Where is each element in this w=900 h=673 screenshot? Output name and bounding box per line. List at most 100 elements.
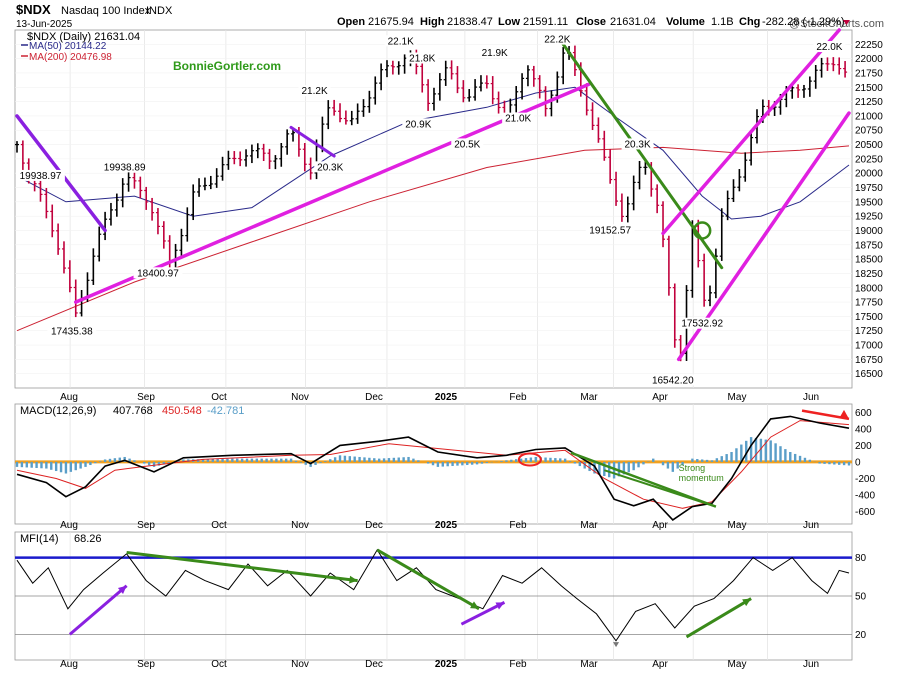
annotation-bg bbox=[502, 112, 535, 124]
price-bar bbox=[708, 285, 713, 307]
chg-label: Chg bbox=[739, 16, 760, 28]
macd-red-arrowhead bbox=[840, 409, 849, 419]
price-annotation: 17532.92 bbox=[681, 319, 723, 330]
price-bar bbox=[643, 161, 648, 175]
histogram-bar bbox=[456, 461, 459, 466]
price-bar bbox=[355, 103, 360, 124]
price-annotation: 20.5K bbox=[454, 139, 480, 150]
histogram-bar bbox=[54, 461, 58, 472]
down-trendline-green bbox=[559, 39, 724, 270]
histogram-bar bbox=[280, 458, 283, 462]
month-label: Nov bbox=[291, 659, 309, 670]
histogram-bar bbox=[661, 461, 665, 466]
price-bar bbox=[155, 208, 160, 235]
price-tick-label: 20750 bbox=[855, 126, 883, 137]
histogram-bar bbox=[20, 461, 24, 468]
mfi-arrow-down-1-head bbox=[349, 575, 358, 584]
histogram-bar bbox=[749, 437, 753, 462]
histogram-bar bbox=[79, 461, 82, 469]
price-bar bbox=[696, 219, 701, 268]
histogram-bar bbox=[324, 461, 327, 462]
price-tick-label: 21750 bbox=[855, 68, 883, 79]
price-bar bbox=[420, 61, 425, 93]
trendlines bbox=[15, 28, 851, 362]
low-label: Low bbox=[498, 16, 520, 28]
histogram-bar bbox=[436, 461, 440, 467]
price-legend: $NDX (Daily) 21631.04 MA(50) 20144.22 MA… bbox=[21, 31, 140, 63]
price-bar bbox=[608, 149, 613, 184]
mfi-tick-label: 20 bbox=[855, 630, 867, 641]
price-annotation: 22.2K bbox=[544, 35, 570, 46]
price-bar bbox=[531, 65, 536, 87]
price-bar bbox=[813, 64, 818, 89]
price-bar bbox=[719, 208, 724, 261]
price-annotation: 16542.20 bbox=[652, 375, 694, 386]
histogram-bar bbox=[705, 459, 709, 462]
histogram-bar bbox=[505, 460, 508, 462]
price-bar bbox=[473, 79, 478, 101]
histogram-bar bbox=[583, 461, 586, 469]
histogram-bar bbox=[759, 438, 763, 462]
price-bar bbox=[384, 60, 389, 78]
price-tick-label: 21500 bbox=[855, 83, 883, 94]
annotation-bg bbox=[133, 267, 183, 279]
histogram-bar bbox=[798, 455, 802, 462]
price-annotation: 18400.97 bbox=[137, 268, 179, 279]
price-bar bbox=[97, 226, 102, 262]
price-bar bbox=[443, 60, 448, 86]
macd-y-axis: 600 400 200 0 -200 -400 -600 bbox=[855, 408, 875, 518]
histogram-bar bbox=[45, 461, 48, 469]
month-label: Dec bbox=[365, 392, 383, 403]
histogram-bar bbox=[632, 461, 635, 471]
month-label: Sep bbox=[137, 392, 155, 403]
high-value: 21838.47 bbox=[447, 16, 493, 28]
price-tick-label: 17000 bbox=[855, 341, 883, 352]
histogram-bar bbox=[182, 459, 185, 462]
histogram-bar bbox=[177, 460, 180, 462]
price-bar bbox=[226, 150, 231, 170]
index-name: Nasdaq 100 Index bbox=[61, 5, 151, 17]
histogram-bar bbox=[715, 458, 719, 462]
annotation-bg bbox=[621, 138, 654, 150]
histogram-bar bbox=[568, 461, 572, 462]
month-label: Mar bbox=[580, 392, 598, 403]
histogram-bar bbox=[319, 461, 322, 464]
histogram-bar bbox=[299, 461, 303, 463]
histogram-bar bbox=[431, 461, 435, 466]
price-bar bbox=[396, 61, 401, 75]
ma200-series bbox=[16, 145, 850, 332]
histogram-bar bbox=[754, 437, 758, 462]
histogram-bar bbox=[211, 458, 214, 462]
histogram-bar bbox=[554, 458, 557, 462]
histogram-bar bbox=[544, 457, 547, 462]
breakout-circle bbox=[692, 221, 712, 240]
month-label: May bbox=[728, 659, 747, 670]
price-tick-label: 20000 bbox=[855, 169, 883, 180]
price-bar bbox=[743, 152, 748, 182]
annotation-bg bbox=[16, 169, 65, 181]
price-bar bbox=[326, 100, 331, 130]
signal-legend-value: 450.548 bbox=[162, 405, 202, 417]
price-bar bbox=[467, 89, 472, 102]
price-bar bbox=[431, 87, 436, 111]
histogram-bar bbox=[598, 461, 601, 475]
open-label: Open bbox=[337, 16, 365, 28]
macd-tick-label: -400 bbox=[855, 491, 875, 502]
month-label: May bbox=[728, 392, 747, 403]
price-bar bbox=[126, 172, 131, 192]
price-bar bbox=[349, 110, 354, 126]
price-tick-label: 20250 bbox=[855, 154, 883, 165]
histogram-bar bbox=[392, 457, 396, 462]
price-bar bbox=[625, 196, 630, 223]
price-bar bbox=[138, 176, 143, 199]
price-bar bbox=[285, 129, 290, 155]
site-label: BonnieGortler.com bbox=[173, 59, 281, 73]
histogram-bar bbox=[779, 446, 782, 462]
price-bar bbox=[367, 90, 372, 113]
histogram-bar bbox=[113, 458, 117, 462]
price-bar bbox=[67, 260, 72, 293]
close-value: 21631.04 bbox=[610, 16, 656, 28]
histogram-bar bbox=[671, 461, 675, 472]
price-bar bbox=[737, 169, 742, 192]
